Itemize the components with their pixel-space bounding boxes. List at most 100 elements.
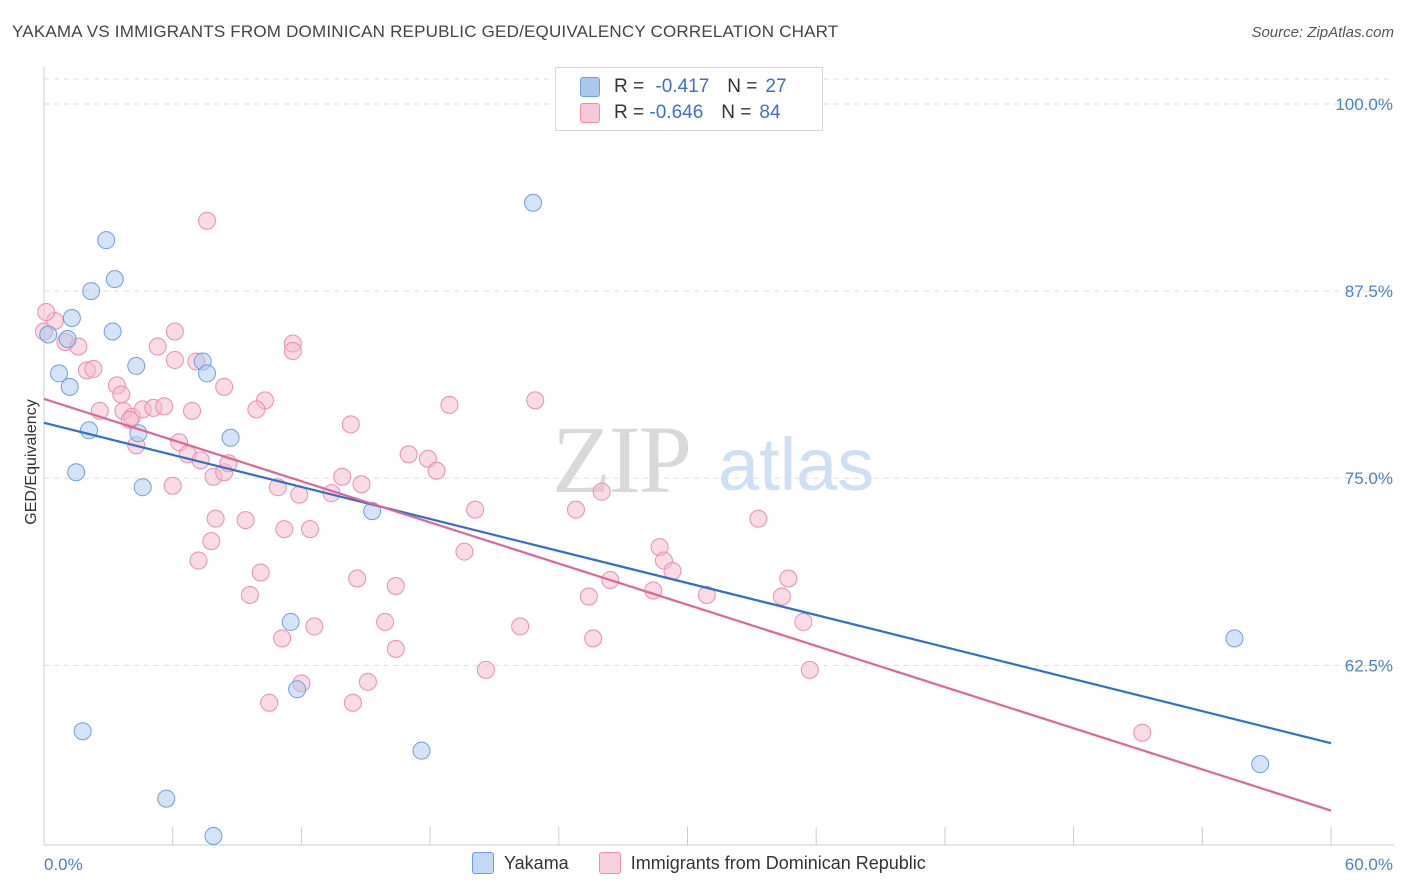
point-dominican	[749, 509, 768, 528]
axes	[43, 67, 1394, 846]
chart-title: YAKAMA VS IMMIGRANTS FROM DOMINICAN REPU…	[12, 22, 839, 41]
point-yakama	[39, 325, 58, 344]
y-tick-label: 87.5%	[1345, 282, 1393, 301]
point-yakama	[1225, 629, 1244, 648]
point-dominican	[772, 587, 791, 606]
point-yakama	[129, 424, 148, 443]
legend-row-yakama: R = -0.417 N = 27	[580, 75, 787, 99]
point-yakama	[60, 377, 79, 396]
point-dominican	[440, 395, 459, 414]
point-dominican	[526, 391, 545, 410]
point-yakama	[127, 356, 146, 375]
legend-swatch-yakama	[580, 77, 600, 97]
point-yakama	[157, 789, 176, 808]
point-dominican	[592, 482, 611, 501]
point-yakama	[73, 722, 92, 741]
source-label: Source: ZipAtlas.com	[1251, 24, 1394, 41]
point-dominican	[427, 461, 446, 480]
point-dominican	[386, 577, 405, 596]
x-tick-label: 60.0%	[1345, 855, 1393, 874]
series-swatch-dominican	[598, 852, 621, 874]
point-dominican	[352, 475, 371, 494]
point-yakama	[281, 612, 300, 631]
point-dominican	[155, 397, 174, 416]
point-yakama	[412, 741, 431, 760]
point-dominican	[165, 350, 184, 369]
point-dominican	[333, 467, 352, 486]
point-dominican	[341, 415, 360, 434]
point-dominican	[386, 639, 405, 658]
series-legend-item-yakama: Yakama	[472, 852, 569, 874]
point-dominican	[148, 337, 167, 356]
y-tick-label: 62.5%	[1345, 656, 1393, 675]
series-label-yakama: Yakama	[504, 852, 569, 873]
point-dominican	[275, 520, 294, 539]
point-dominican	[206, 509, 225, 528]
point-yakama	[97, 231, 116, 250]
point-dominican	[466, 500, 485, 519]
point-yakama	[363, 502, 382, 521]
point-yakama	[62, 309, 81, 328]
legend-row-dominican: R = -0.646 N = 84	[580, 101, 781, 125]
point-dominican	[584, 629, 603, 648]
trend-line-yakama	[43, 421, 1332, 745]
point-dominican	[300, 520, 319, 539]
point-dominican	[283, 341, 302, 360]
point-dominican	[183, 401, 202, 420]
point-dominican	[189, 551, 208, 570]
y-tick-label: 75.0%	[1345, 469, 1393, 488]
legend-r-value: -0.646	[649, 102, 704, 123]
legend-n-label: N =	[727, 76, 758, 97]
point-dominican	[779, 569, 798, 588]
y-tick-label: 100.0%	[1335, 95, 1393, 114]
point-dominican	[84, 359, 103, 378]
point-dominican	[566, 500, 585, 519]
tick-labels: 62.5% 75.0% 87.5% 100.0% 0.0% 60.0%	[44, 95, 1393, 874]
legend-swatch-dominican	[580, 103, 600, 123]
point-dominican	[579, 587, 598, 606]
point-yakama	[221, 428, 240, 447]
series-swatch-yakama	[472, 852, 494, 874]
point-dominican	[800, 660, 819, 679]
point-dominican	[163, 476, 182, 495]
data-points	[35, 193, 1270, 846]
svg-text:ZIP: ZIP	[552, 406, 690, 513]
point-dominican	[1133, 723, 1152, 742]
grid-lines	[44, 78, 1394, 666]
point-dominican	[358, 672, 377, 691]
point-yakama	[67, 463, 86, 482]
watermark: ZIP atlas	[552, 406, 874, 513]
point-yakama	[103, 322, 122, 341]
point-dominican	[348, 569, 367, 588]
point-yakama	[288, 680, 307, 699]
y-axis-label: GED/Equivalency	[23, 399, 40, 525]
point-dominican	[112, 385, 131, 404]
point-dominican	[165, 322, 184, 341]
point-yakama	[82, 282, 101, 301]
x-tick-label: 0.0%	[44, 855, 83, 874]
point-dominican	[236, 511, 255, 530]
point-dominican	[215, 377, 234, 396]
point-dominican	[343, 693, 362, 712]
point-dominican	[260, 693, 279, 712]
legend-n-value: 84	[759, 102, 781, 123]
series-legend-item-dominican: Immigrants from Dominican Republic	[598, 852, 926, 874]
point-yakama	[204, 827, 223, 846]
correlation-legend: R = -0.417 N = 27 R = -0.646 N = 84	[555, 67, 823, 131]
series-label-dominican: Immigrants from Dominican Republic	[630, 852, 926, 873]
legend-r-value: -0.417	[655, 76, 710, 97]
trend-lines	[43, 397, 1332, 812]
point-yakama	[524, 193, 543, 212]
series-legend: Yakama Immigrants from Dominican Republi…	[472, 852, 956, 874]
legend-n-value: 27	[765, 76, 787, 97]
point-dominican	[697, 585, 716, 604]
point-dominican	[511, 617, 530, 636]
legend-r-label: R =	[614, 76, 645, 97]
point-yakama	[50, 364, 69, 383]
point-dominican	[202, 532, 221, 551]
point-dominican	[37, 303, 56, 322]
point-dominican	[240, 585, 259, 604]
point-dominican	[247, 400, 266, 419]
point-yakama	[58, 329, 77, 348]
